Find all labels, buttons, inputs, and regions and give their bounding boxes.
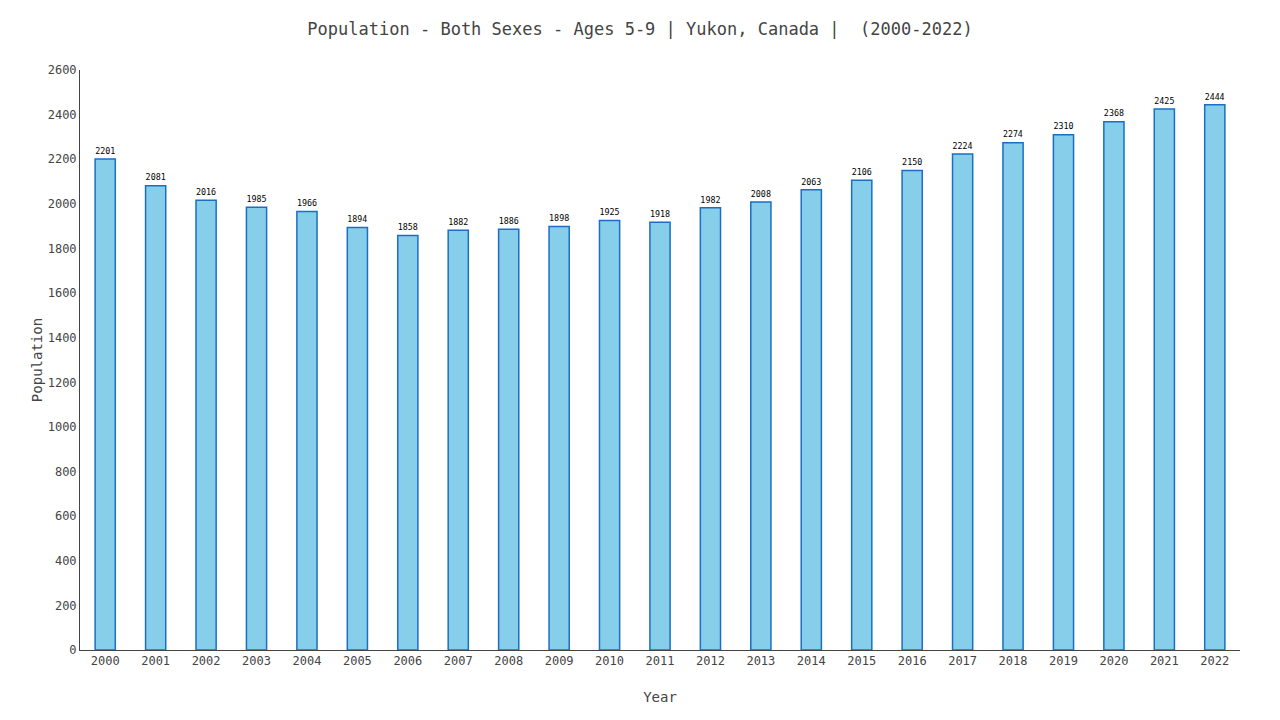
svg-text:2444: 2444 bbox=[1205, 92, 1225, 102]
svg-text:2018: 2018 bbox=[999, 654, 1028, 668]
svg-text:2016: 2016 bbox=[898, 654, 927, 668]
svg-text:800: 800 bbox=[55, 465, 77, 479]
svg-text:Year: Year bbox=[643, 689, 677, 705]
svg-text:2019: 2019 bbox=[1049, 654, 1078, 668]
svg-text:2015: 2015 bbox=[847, 654, 876, 668]
svg-text:2274: 2274 bbox=[1003, 129, 1023, 139]
svg-text:2011: 2011 bbox=[646, 654, 675, 668]
svg-text:2006: 2006 bbox=[393, 654, 422, 668]
svg-text:2106: 2106 bbox=[852, 167, 872, 177]
svg-text:1925: 1925 bbox=[599, 207, 619, 217]
svg-text:1886: 1886 bbox=[499, 216, 519, 226]
svg-text:600: 600 bbox=[55, 509, 77, 523]
svg-text:2425: 2425 bbox=[1154, 96, 1174, 106]
svg-text:2008: 2008 bbox=[751, 189, 771, 199]
svg-text:1982: 1982 bbox=[700, 195, 720, 205]
svg-text:1000: 1000 bbox=[48, 420, 77, 434]
svg-text:2005: 2005 bbox=[343, 654, 372, 668]
svg-text:1898: 1898 bbox=[549, 213, 569, 223]
svg-text:1966: 1966 bbox=[297, 198, 317, 208]
svg-text:400: 400 bbox=[55, 554, 77, 568]
svg-text:Population - Both Sexes - Ages: Population - Both Sexes - Ages 5-9 | Yuk… bbox=[307, 19, 972, 39]
svg-text:2021: 2021 bbox=[1150, 654, 1179, 668]
svg-text:1858: 1858 bbox=[398, 222, 418, 232]
svg-text:2368: 2368 bbox=[1104, 108, 1124, 118]
svg-text:2013: 2013 bbox=[746, 654, 775, 668]
svg-text:2009: 2009 bbox=[545, 654, 574, 668]
svg-text:2200: 2200 bbox=[48, 152, 77, 166]
svg-text:2001: 2001 bbox=[141, 654, 170, 668]
svg-text:Population: Population bbox=[29, 318, 45, 402]
svg-text:2000: 2000 bbox=[48, 197, 77, 211]
svg-text:1882: 1882 bbox=[448, 217, 468, 227]
svg-text:0: 0 bbox=[69, 643, 76, 657]
svg-text:2016: 2016 bbox=[196, 187, 216, 197]
svg-text:200: 200 bbox=[55, 599, 77, 613]
svg-text:2600: 2600 bbox=[48, 63, 77, 77]
svg-text:2014: 2014 bbox=[797, 654, 826, 668]
svg-text:2017: 2017 bbox=[948, 654, 977, 668]
svg-text:2004: 2004 bbox=[293, 654, 322, 668]
svg-text:2081: 2081 bbox=[146, 172, 166, 182]
svg-text:2224: 2224 bbox=[953, 141, 973, 151]
svg-text:2000: 2000 bbox=[91, 654, 120, 668]
svg-text:2063: 2063 bbox=[801, 177, 821, 187]
svg-text:1400: 1400 bbox=[48, 331, 77, 345]
svg-text:2012: 2012 bbox=[696, 654, 725, 668]
svg-text:2008: 2008 bbox=[494, 654, 523, 668]
svg-text:2400: 2400 bbox=[48, 108, 77, 122]
svg-text:2003: 2003 bbox=[242, 654, 271, 668]
svg-text:1894: 1894 bbox=[347, 214, 367, 224]
svg-text:1800: 1800 bbox=[48, 242, 77, 256]
svg-text:2010: 2010 bbox=[595, 654, 624, 668]
svg-text:2020: 2020 bbox=[1099, 654, 1128, 668]
svg-text:1600: 1600 bbox=[48, 286, 77, 300]
svg-text:2201: 2201 bbox=[95, 146, 115, 156]
svg-text:2002: 2002 bbox=[192, 654, 221, 668]
svg-text:2022: 2022 bbox=[1200, 654, 1229, 668]
svg-text:1985: 1985 bbox=[246, 194, 266, 204]
svg-text:2007: 2007 bbox=[444, 654, 473, 668]
svg-text:1200: 1200 bbox=[48, 376, 77, 390]
svg-text:2150: 2150 bbox=[902, 157, 922, 167]
svg-text:1918: 1918 bbox=[650, 209, 670, 219]
svg-text:2310: 2310 bbox=[1053, 121, 1073, 131]
